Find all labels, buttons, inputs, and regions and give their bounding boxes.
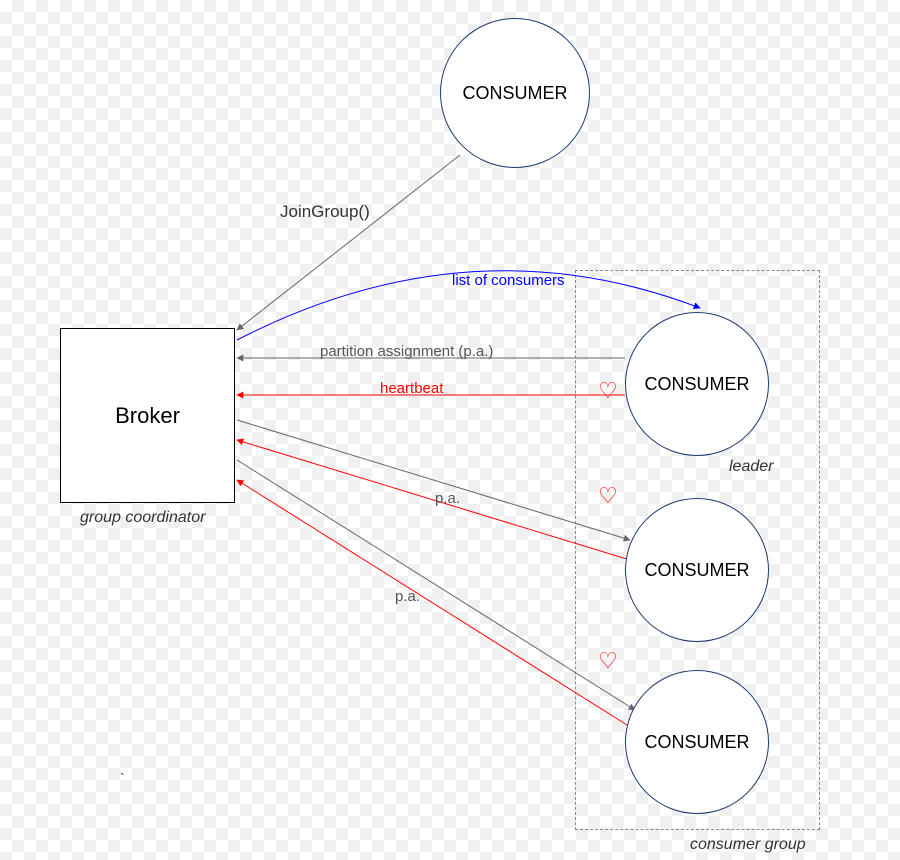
list-of-consumers-label: list of consumers (452, 272, 565, 289)
consumer-3-label: CONSUMER (644, 732, 749, 753)
consumer-group-caption: consumer group (690, 836, 806, 854)
consumer-3-node: CONSUMER (625, 670, 769, 814)
broker-caption: group coordinator (80, 509, 205, 527)
heart-icon: ♡ (598, 650, 618, 672)
heartbeat-label: heartbeat (380, 380, 443, 397)
consumer-1-caption: leader (729, 458, 773, 476)
stray-mark: ` (120, 770, 125, 786)
consumer-1-node: CONSUMER (625, 312, 769, 456)
broker-label: Broker (115, 403, 180, 429)
diagram-canvas: Broker group coordinator CONSUMER CONSUM… (0, 0, 900, 860)
join-group-label: JoinGroup() (280, 202, 370, 222)
consumer-top-label: CONSUMER (462, 83, 567, 104)
heart-icon: ♡ (598, 485, 618, 507)
pa-3-label: p.a. (395, 588, 420, 605)
pa-2-label: p.a. (435, 490, 460, 507)
consumer-top-node: CONSUMER (440, 18, 590, 168)
partition-assignment-label: partition assignment (p.a.) (320, 343, 493, 360)
consumer-2-node: CONSUMER (625, 498, 769, 642)
heart-icon: ♡ (598, 380, 618, 402)
broker-node: Broker (60, 328, 235, 503)
consumer-2-label: CONSUMER (644, 560, 749, 581)
consumer-1-label: CONSUMER (644, 374, 749, 395)
